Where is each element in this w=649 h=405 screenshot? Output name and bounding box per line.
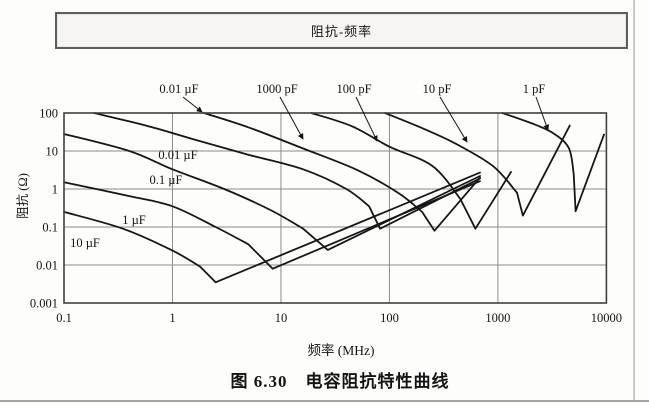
x-tick-label: 10	[275, 311, 288, 325]
callout-arrow	[439, 96, 468, 143]
inline-curve-label: 10 µF	[70, 236, 100, 250]
x-tick-label: 10000	[591, 311, 622, 325]
inline-curve-label: 0.1 µF	[150, 173, 183, 187]
page-edge-line-bottom	[0, 400, 649, 402]
curve-0.1-µF	[63, 133, 481, 251]
y-tick-label: 0.001	[30, 297, 58, 311]
curve-0.01-µF	[93, 112, 481, 230]
inline-curve-label: 1 µF	[122, 213, 146, 227]
x-tick-label: 0.1	[56, 311, 72, 325]
figure-caption: 图 6.30 电容阻抗特性曲线	[230, 372, 450, 391]
plot-border	[63, 112, 608, 304]
callout-label: 100 pF	[336, 82, 371, 96]
x-tick-label: 1	[169, 311, 175, 325]
callout-label: 1 pF	[523, 82, 546, 96]
y-tick-label: 0.1	[42, 221, 58, 235]
figure-title-bar: 阻抗-频率	[55, 12, 628, 49]
callout-label: 1000 pF	[256, 82, 297, 96]
x-tick-label: 1000	[485, 311, 510, 325]
curve-100-pF	[310, 112, 512, 230]
curve-10-pF	[384, 112, 571, 217]
callout-arrow	[182, 96, 203, 113]
callout-label: 10 pF	[423, 82, 452, 96]
curve-1000-pF	[203, 112, 481, 232]
plot-frame	[63, 112, 608, 304]
x-axis-title: 频率 (MHz)	[307, 342, 374, 358]
figure-title-text: 阻抗-频率	[310, 24, 373, 39]
x-tick-label: 100	[380, 311, 399, 325]
curve-annotations: 0.01 µF 1000 pF 100 pF 10 pF 1 pF 0.01 µF 0.1 …	[70, 82, 550, 250]
y-tick-label: 10	[46, 145, 59, 159]
page-edge-line-right	[633, 0, 635, 401]
callout-arrow	[279, 96, 304, 140]
impedance-curves	[63, 112, 605, 284]
y-tick-label: 1	[52, 183, 58, 197]
curve-1-µF	[63, 180, 481, 270]
callout-arrow	[355, 96, 378, 142]
curve-10-µF	[63, 171, 481, 284]
y-tick-label: 100	[39, 107, 58, 121]
y-tick-label: 0.01	[36, 259, 58, 273]
curve-1-pF	[501, 112, 605, 213]
y-axis-title: 阻抗 (Ω)	[15, 173, 30, 219]
callout-label: 0.01 µF	[159, 82, 198, 96]
callout-arrow	[535, 96, 550, 131]
inline-curve-label: 0.01 µF	[158, 148, 197, 162]
grid-lines	[64, 113, 607, 303]
